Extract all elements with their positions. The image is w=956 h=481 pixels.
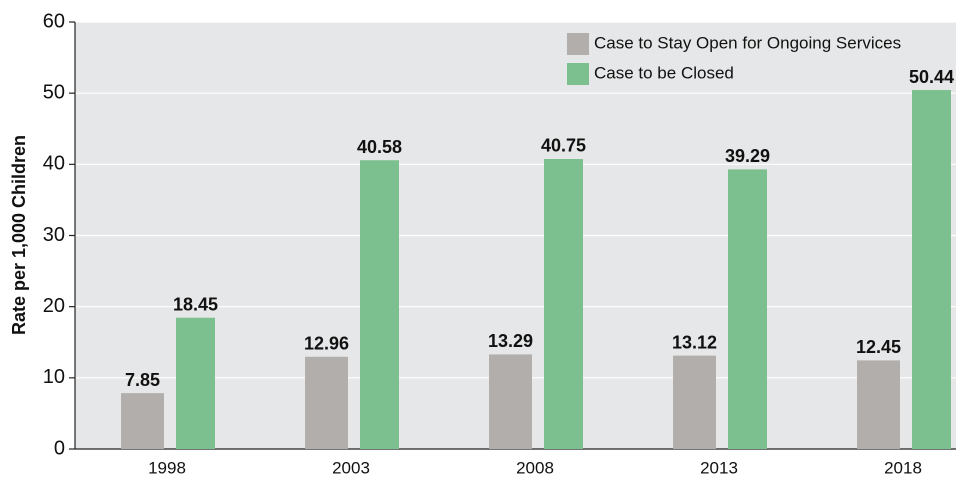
legend-label: Case to Stay Open for Ongoing Services [594, 33, 901, 52]
value-label: 12.45 [856, 337, 901, 357]
x-tick-label: 2018 [884, 458, 922, 477]
y-tick-label: 20 [43, 295, 65, 317]
bar [360, 160, 399, 449]
value-label: 13.29 [488, 331, 533, 351]
bar [121, 393, 164, 449]
bar [857, 360, 900, 449]
x-tick-label: 2013 [700, 458, 738, 477]
x-tick-label: 2008 [516, 458, 554, 477]
value-label: 40.58 [357, 137, 402, 157]
y-tick-label: 60 [43, 10, 65, 32]
value-label: 7.85 [125, 370, 160, 390]
bar [673, 355, 716, 449]
y-tick-label: 10 [43, 366, 65, 388]
x-tick-label: 1998 [148, 458, 186, 477]
bar [305, 356, 348, 449]
legend-swatch [567, 33, 589, 55]
legend-swatch [567, 63, 589, 85]
value-label: 50.44 [909, 67, 954, 87]
bar [544, 158, 583, 449]
legend-label: Case to be Closed [594, 63, 734, 82]
value-label: 40.75 [541, 136, 586, 156]
value-label: 13.12 [672, 332, 717, 352]
x-tick-label: 2003 [332, 458, 370, 477]
y-tick-label: 40 [43, 153, 65, 175]
bar [489, 354, 532, 449]
y-tick-label: 50 [43, 81, 65, 103]
y-axis-label: Rate per 1,000 Children [9, 135, 29, 335]
bar [728, 169, 767, 449]
value-label: 12.96 [304, 334, 349, 354]
bar [912, 90, 951, 449]
y-tick-label: 30 [43, 224, 65, 246]
y-tick-label: 0 [54, 437, 65, 459]
value-label: 39.29 [725, 146, 770, 166]
value-label: 18.45 [173, 294, 218, 314]
bar [176, 317, 215, 449]
